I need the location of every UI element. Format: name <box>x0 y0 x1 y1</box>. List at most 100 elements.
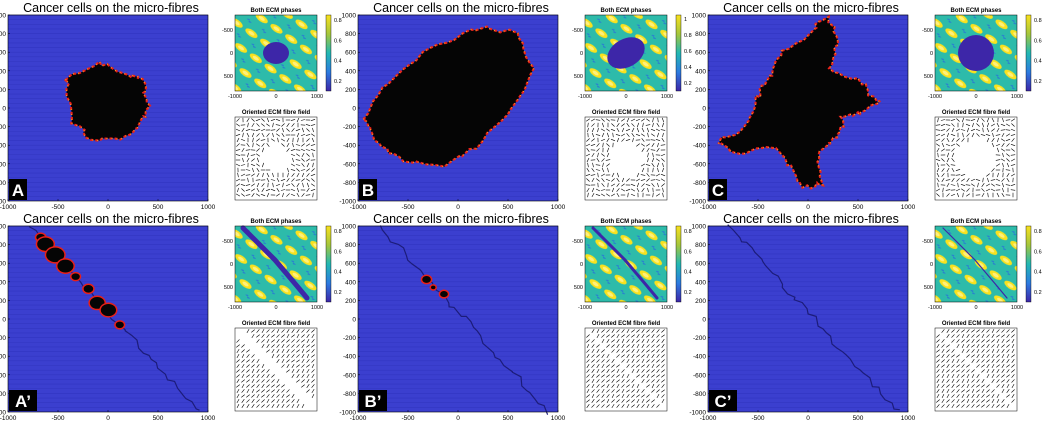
fibre-segment <box>256 364 260 368</box>
fibre-segment <box>626 334 630 338</box>
fibre-segment <box>291 344 295 348</box>
fibre-segment <box>301 364 305 368</box>
ecm-x-tick-label: -1000 <box>928 305 942 311</box>
colorbar-tick-label: 0.2 <box>684 290 692 296</box>
fibre-segment <box>296 153 300 157</box>
fibre-segment <box>241 147 245 153</box>
fibre-segment <box>946 128 950 132</box>
y-tick-label: 200 <box>0 298 6 305</box>
fibre-segment <box>261 334 265 338</box>
fibre-segment <box>636 143 640 147</box>
fibre-segment <box>280 189 286 191</box>
fibre-segment <box>241 373 245 379</box>
fibre-segment <box>611 384 615 388</box>
fibre-segment <box>616 368 620 374</box>
fibre-segment <box>236 183 240 187</box>
fibre-segment <box>1010 118 1016 122</box>
fibre-segment <box>966 404 970 408</box>
fibre-segment <box>626 364 630 368</box>
fibre-segment <box>591 404 595 408</box>
fibre-segment <box>590 118 596 122</box>
fibre-segment <box>986 349 990 353</box>
fibre-segment <box>646 374 650 378</box>
fibre-segment <box>941 178 945 182</box>
fibre-segment <box>955 188 961 192</box>
fibre-segment <box>971 339 975 343</box>
fibre-segment <box>936 389 940 393</box>
fibre-segment <box>586 334 590 338</box>
fibre-segment <box>941 354 945 358</box>
fibre-segment <box>1011 148 1015 152</box>
fibre-segment <box>301 178 305 182</box>
fibre-segment <box>985 134 991 136</box>
fibre-segment <box>606 379 610 383</box>
fibre-segment <box>631 349 635 353</box>
fibre-segment <box>951 334 955 338</box>
ecm-degraded-track <box>591 226 659 300</box>
fibre-segment <box>586 384 590 388</box>
fibre-segment <box>646 353 650 359</box>
fibre-segment <box>281 384 285 388</box>
fibre-segment <box>305 194 311 196</box>
fibre-segment <box>996 369 1000 373</box>
fibre-segment <box>655 128 661 132</box>
fibre-segment <box>627 192 629 198</box>
fibre-segment <box>961 374 965 378</box>
fibre-segment <box>1006 329 1010 333</box>
fibre-segment <box>596 178 600 182</box>
fibre-segment <box>660 173 666 177</box>
fibre-segment <box>250 154 256 156</box>
fibre-segment <box>251 378 255 384</box>
fibre-segment <box>621 138 625 142</box>
fibre-segment <box>266 344 270 348</box>
fibre-segment <box>311 329 315 333</box>
fibre-segment <box>986 329 990 333</box>
fibre-segment <box>956 343 960 349</box>
fibre-field-title: Oriented ECM fibre field <box>942 110 1011 116</box>
fibre-segment <box>1006 379 1010 383</box>
fibre-segment <box>586 379 590 383</box>
panel-A: Cancer cells on the micro-fibres 1000 800 6… <box>0 1 342 211</box>
fibre-segment <box>601 369 605 373</box>
ecm-x-tick-label: 1000 <box>661 305 673 311</box>
fibre-segment <box>971 379 975 383</box>
fibre-segment <box>641 394 645 398</box>
fibre-segment <box>956 358 960 364</box>
fibre-segment <box>636 364 640 368</box>
fibre-segment <box>301 152 305 158</box>
colorbar-tick-label: 0.8 <box>684 229 692 235</box>
fibre-segment <box>656 329 660 333</box>
fibre-segment <box>297 137 299 143</box>
fibre-segment <box>971 359 975 363</box>
fibre-segment <box>271 344 275 348</box>
fibre-segment <box>256 358 260 364</box>
fibre-segment <box>286 359 290 363</box>
fibre-segment <box>636 187 640 193</box>
fibre-segment <box>621 349 625 353</box>
fibre-segment <box>312 127 314 133</box>
fibre-segment <box>595 164 601 166</box>
fibre-segment <box>655 139 661 141</box>
fibre-segment <box>641 127 645 133</box>
fibre-segment <box>991 398 995 404</box>
fibre-segment <box>607 167 609 173</box>
fibre-segment <box>602 162 604 168</box>
fibre-segment <box>971 369 975 373</box>
fibre-segment <box>655 193 661 197</box>
fibre-segment <box>282 192 284 198</box>
fibre-segment <box>601 384 605 388</box>
fibre-segment <box>1002 182 1004 188</box>
fibre-segment <box>936 374 940 378</box>
fibre-segment <box>995 159 1001 161</box>
fibre-segment <box>281 334 285 338</box>
fibre-segment <box>1006 339 1010 343</box>
fibre-segment <box>586 148 590 152</box>
fibre-segment <box>960 184 966 186</box>
y-tick-label: 400 <box>695 68 706 75</box>
fibre-segment <box>662 122 664 128</box>
x-tick-label: 0 <box>106 204 110 211</box>
fibre-segment <box>257 157 259 163</box>
fibre-segment <box>281 123 285 127</box>
fibre-segment <box>631 383 635 389</box>
fibre-segment <box>631 334 635 338</box>
